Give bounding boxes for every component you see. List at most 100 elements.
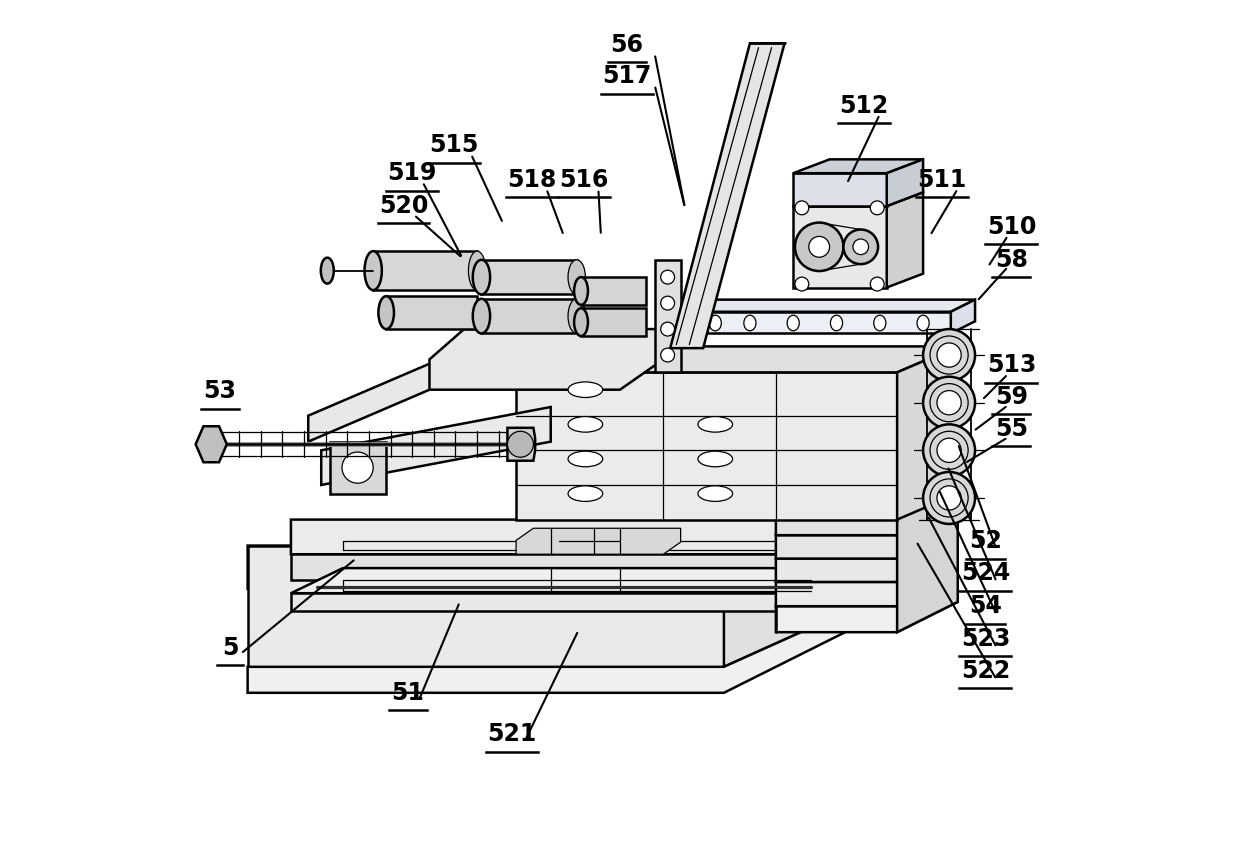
Circle shape (342, 452, 373, 483)
Ellipse shape (568, 260, 585, 294)
Text: 510: 510 (987, 215, 1037, 239)
Polygon shape (794, 192, 923, 206)
Polygon shape (671, 43, 785, 348)
Polygon shape (291, 568, 846, 593)
Ellipse shape (574, 308, 588, 336)
Circle shape (937, 438, 961, 462)
Ellipse shape (568, 299, 585, 333)
Polygon shape (689, 300, 975, 312)
Text: 520: 520 (378, 194, 428, 218)
Polygon shape (516, 528, 681, 554)
Polygon shape (196, 426, 227, 462)
Text: 58: 58 (994, 248, 1028, 272)
Polygon shape (776, 580, 957, 632)
Text: 521: 521 (487, 722, 537, 746)
Polygon shape (951, 300, 975, 333)
Ellipse shape (568, 486, 603, 501)
Polygon shape (291, 502, 880, 554)
Ellipse shape (698, 486, 733, 501)
Ellipse shape (469, 251, 486, 290)
Polygon shape (248, 546, 724, 667)
Polygon shape (516, 372, 897, 520)
Polygon shape (887, 159, 923, 206)
Text: 512: 512 (839, 94, 889, 118)
Ellipse shape (365, 251, 382, 290)
Ellipse shape (568, 451, 603, 467)
Circle shape (870, 277, 884, 291)
Polygon shape (481, 299, 577, 333)
Polygon shape (481, 260, 577, 294)
Ellipse shape (698, 451, 733, 467)
Circle shape (937, 391, 961, 415)
Circle shape (923, 424, 975, 476)
Circle shape (795, 277, 808, 291)
Ellipse shape (831, 315, 842, 331)
Circle shape (937, 343, 961, 367)
Circle shape (661, 270, 675, 284)
Polygon shape (386, 296, 477, 329)
Text: 51: 51 (392, 681, 424, 705)
Polygon shape (582, 277, 646, 305)
Text: 522: 522 (961, 659, 1011, 683)
Polygon shape (309, 312, 551, 442)
Circle shape (853, 239, 868, 255)
Polygon shape (897, 346, 957, 520)
Ellipse shape (472, 299, 490, 333)
Polygon shape (248, 589, 897, 693)
Polygon shape (655, 260, 681, 372)
Polygon shape (291, 593, 794, 611)
Polygon shape (373, 251, 477, 290)
Text: 513: 513 (987, 353, 1037, 378)
Text: 56: 56 (610, 33, 644, 57)
Text: 523: 523 (961, 627, 1011, 651)
Polygon shape (794, 206, 887, 288)
Text: 516: 516 (559, 168, 609, 192)
Polygon shape (776, 556, 957, 606)
Text: 54: 54 (968, 594, 1002, 618)
Text: 515: 515 (429, 133, 479, 158)
Text: 55: 55 (994, 417, 1028, 441)
Text: 511: 511 (918, 168, 967, 192)
Polygon shape (776, 533, 957, 582)
Circle shape (923, 329, 975, 381)
Circle shape (507, 431, 533, 457)
Polygon shape (291, 554, 837, 580)
Ellipse shape (321, 258, 334, 284)
Circle shape (795, 201, 808, 215)
Circle shape (870, 201, 884, 215)
Polygon shape (794, 568, 846, 611)
Circle shape (843, 229, 878, 264)
Polygon shape (724, 459, 897, 667)
Circle shape (808, 236, 830, 257)
Text: 52: 52 (968, 529, 1002, 553)
Circle shape (937, 486, 961, 510)
Ellipse shape (568, 382, 603, 397)
Polygon shape (507, 428, 536, 461)
Ellipse shape (698, 417, 733, 432)
Polygon shape (794, 159, 923, 173)
Polygon shape (582, 308, 646, 336)
Polygon shape (429, 329, 663, 390)
Ellipse shape (574, 277, 588, 305)
Text: 5: 5 (222, 636, 238, 660)
Polygon shape (330, 442, 386, 494)
Text: 524: 524 (961, 561, 1011, 585)
Polygon shape (897, 485, 957, 632)
Text: 518: 518 (507, 168, 557, 192)
Text: 517: 517 (603, 64, 651, 88)
Polygon shape (887, 192, 923, 288)
Polygon shape (516, 346, 957, 372)
Circle shape (661, 296, 675, 310)
Ellipse shape (918, 315, 929, 331)
Circle shape (661, 348, 675, 362)
Ellipse shape (709, 315, 722, 331)
Polygon shape (794, 173, 887, 206)
Polygon shape (321, 407, 551, 485)
Polygon shape (837, 528, 880, 580)
Polygon shape (248, 459, 897, 589)
Text: 59: 59 (994, 385, 1028, 409)
Ellipse shape (874, 315, 885, 331)
Ellipse shape (568, 417, 603, 432)
Polygon shape (689, 312, 951, 333)
Circle shape (923, 377, 975, 429)
